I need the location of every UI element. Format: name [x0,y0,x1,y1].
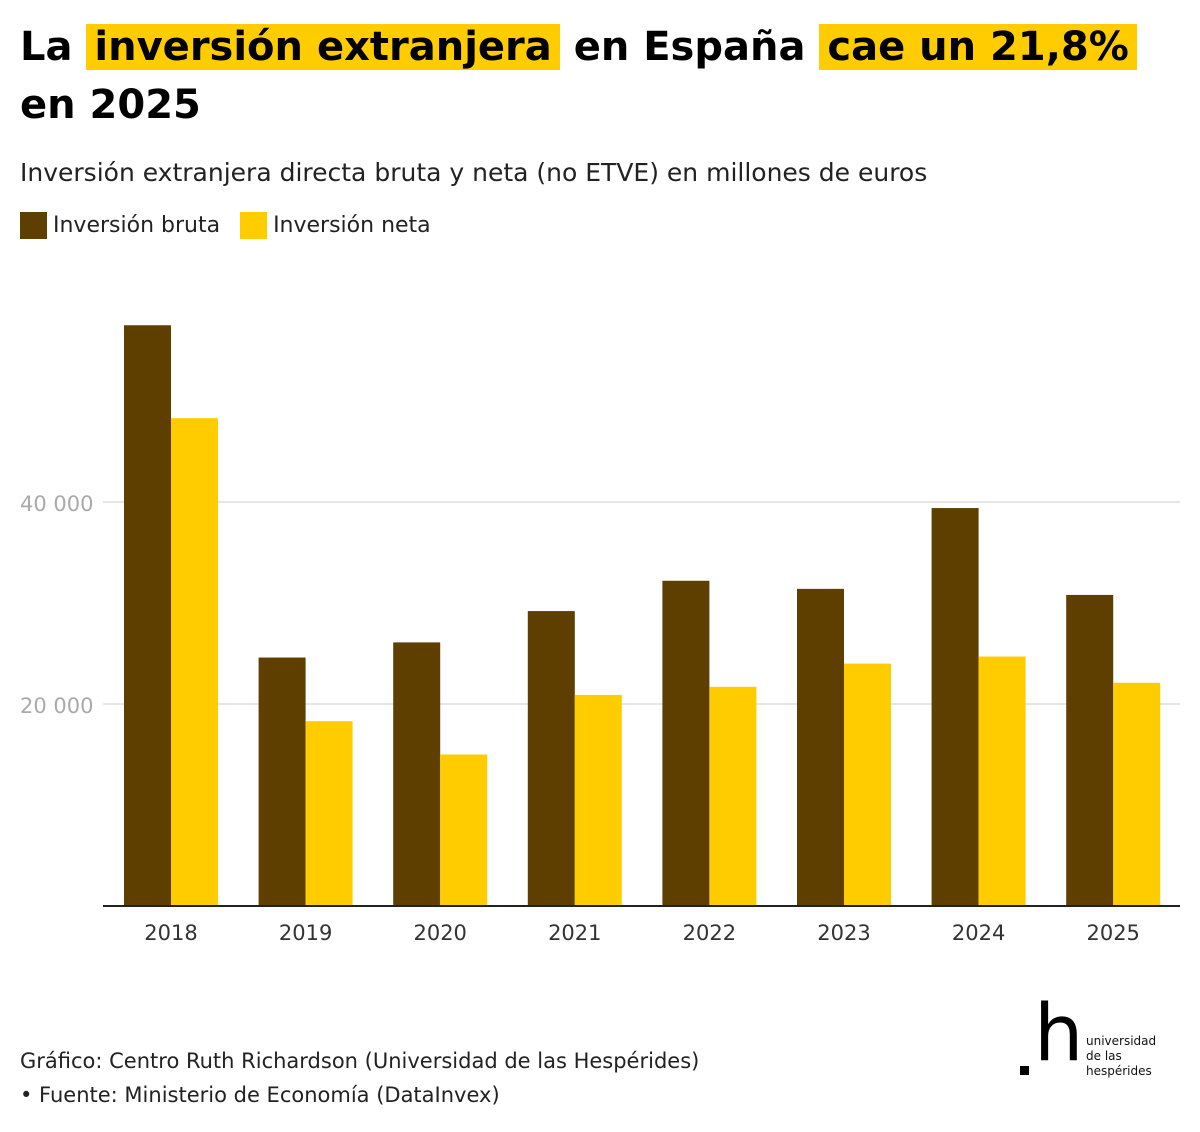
title-highlight-2: cae un 21,8% [819,24,1137,70]
bar-neta-2024 [978,656,1026,906]
title-highlight-1: inversión extranjera [86,24,560,70]
legend: Inversión bruta Inversión neta [20,212,451,239]
bar-bruta-2025 [1066,594,1114,906]
legend-label-bruta: Inversión bruta [53,213,221,238]
chart-title: La inversión extranjera en España cae un… [20,18,1180,134]
university-logo: h universidad de las hespérides [1018,992,1168,1080]
legend-swatch-neta [240,212,268,239]
bar-bruta-2024 [931,508,979,906]
bar-bruta-2022 [662,580,710,906]
x-tick-label-2025: 2025 [1086,921,1139,945]
footer: Gráfico: Centro Ruth Richardson (Univers… [20,1044,699,1112]
logo-dot [1020,1066,1029,1075]
bar-bruta-2020 [393,642,441,906]
title-part-3: en España [573,24,806,70]
logo-text: universidad de las hespérides [1086,1034,1157,1078]
x-tick-label-2018: 2018 [144,921,197,945]
title-part-5: en 2025 [20,82,201,128]
bar-neta-2022 [709,686,757,906]
chart-subtitle: Inversión extranjera directa bruta y net… [20,158,928,187]
legend-item-bruta: Inversión bruta [20,212,220,239]
y-tick-label-40000: 40 000 [20,492,93,516]
title-part-1: La [20,24,73,70]
bar-bruta-2023 [797,588,844,906]
bar-neta-2020 [440,754,488,906]
bar-bruta-2021 [527,611,575,906]
legend-item-neta: Inversión neta [240,212,431,239]
bar-neta-2021 [574,694,622,906]
x-tick-label-2022: 2022 [683,921,736,945]
bar-neta-2019 [305,721,353,906]
bar-bruta-2018 [124,325,171,906]
x-tick-label-2024: 2024 [952,921,1005,945]
bar-chart: 20 000 40 000 2018 2019 2020 2021 2022 2023 2024… [20,325,1180,945]
bar-neta-2018 [171,418,218,906]
legend-label-neta: Inversión neta [273,213,431,238]
legend-swatch-bruta [20,212,47,239]
x-tick-label-2023: 2023 [817,921,870,945]
logo-mark: h [1034,989,1084,1079]
footer-source: • Fuente: Ministerio de Economía (DataIn… [20,1083,500,1107]
bar-neta-2025 [1113,682,1161,906]
bar-neta-2023 [844,663,891,906]
footer-credit: Gráfico: Centro Ruth Richardson (Univers… [20,1049,700,1073]
y-tick-label-20000: 20 000 [20,694,93,718]
bar-bruta-2019 [258,657,306,906]
x-tick-label-2019: 2019 [279,921,332,945]
x-tick-label-2021: 2021 [548,921,601,945]
x-tick-label-2020: 2020 [413,921,466,945]
